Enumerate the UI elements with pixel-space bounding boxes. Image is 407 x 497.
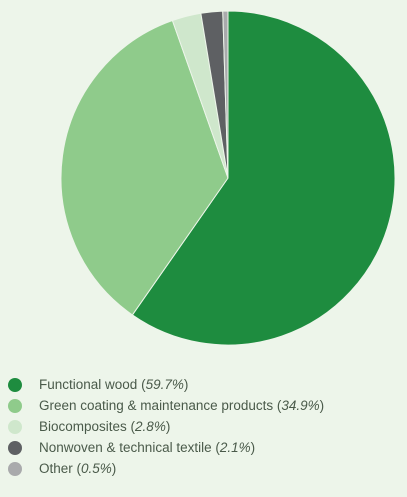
legend-swatch <box>8 377 22 392</box>
legend-paren-close: ) <box>165 419 171 434</box>
legend-paren-open: ( <box>137 377 146 392</box>
legend-paren-open: ( <box>72 461 82 476</box>
legend-label: Functional wood <box>39 377 138 392</box>
pie-slice-other <box>222 10 229 179</box>
legend-paren-open: ( <box>211 440 220 455</box>
legend-swatch <box>8 398 22 413</box>
legend-item: Biocomposites (2.8%) <box>8 416 324 437</box>
legend-paren-open: ( <box>126 419 136 434</box>
legend-paren-open: ( <box>273 398 282 413</box>
legend-percent: 2.1% <box>219 440 251 455</box>
legend-label: Nonwoven & technical textile <box>39 440 212 455</box>
pie-chart <box>60 10 396 346</box>
pie-chart-svg <box>60 10 396 346</box>
legend-paren-close: ) <box>319 398 325 413</box>
legend-paren-close: ) <box>183 377 189 392</box>
pie-slice-green-coating-maintenance-products <box>60 19 229 316</box>
legend-swatch <box>8 419 22 434</box>
legend-swatch <box>8 461 22 476</box>
legend-item: Nonwoven & technical textile (2.1%) <box>8 437 324 458</box>
legend-label: Other <box>39 461 73 476</box>
legend-percent: 2.8% <box>135 419 166 434</box>
legend-label: Green coating & maintenance products <box>39 398 274 413</box>
legend-paren-close: ) <box>250 440 256 455</box>
legend-percent: 34.9% <box>281 398 320 413</box>
legend-label: Biocomposites <box>39 419 127 434</box>
legend-item: Green coating & maintenance products (34… <box>8 395 324 416</box>
legend-percent: 59.7% <box>145 377 184 392</box>
pie-slice-functional-wood <box>131 10 396 346</box>
legend-percent: 0.5% <box>81 461 112 476</box>
legend-swatch <box>8 440 22 455</box>
legend-paren-close: ) <box>111 461 117 476</box>
legend-item: Functional wood (59.7%) <box>8 374 324 395</box>
chart-legend: Functional wood (59.7%) Green coating & m… <box>8 374 324 479</box>
legend-item: Other (0.5%) <box>8 458 324 479</box>
